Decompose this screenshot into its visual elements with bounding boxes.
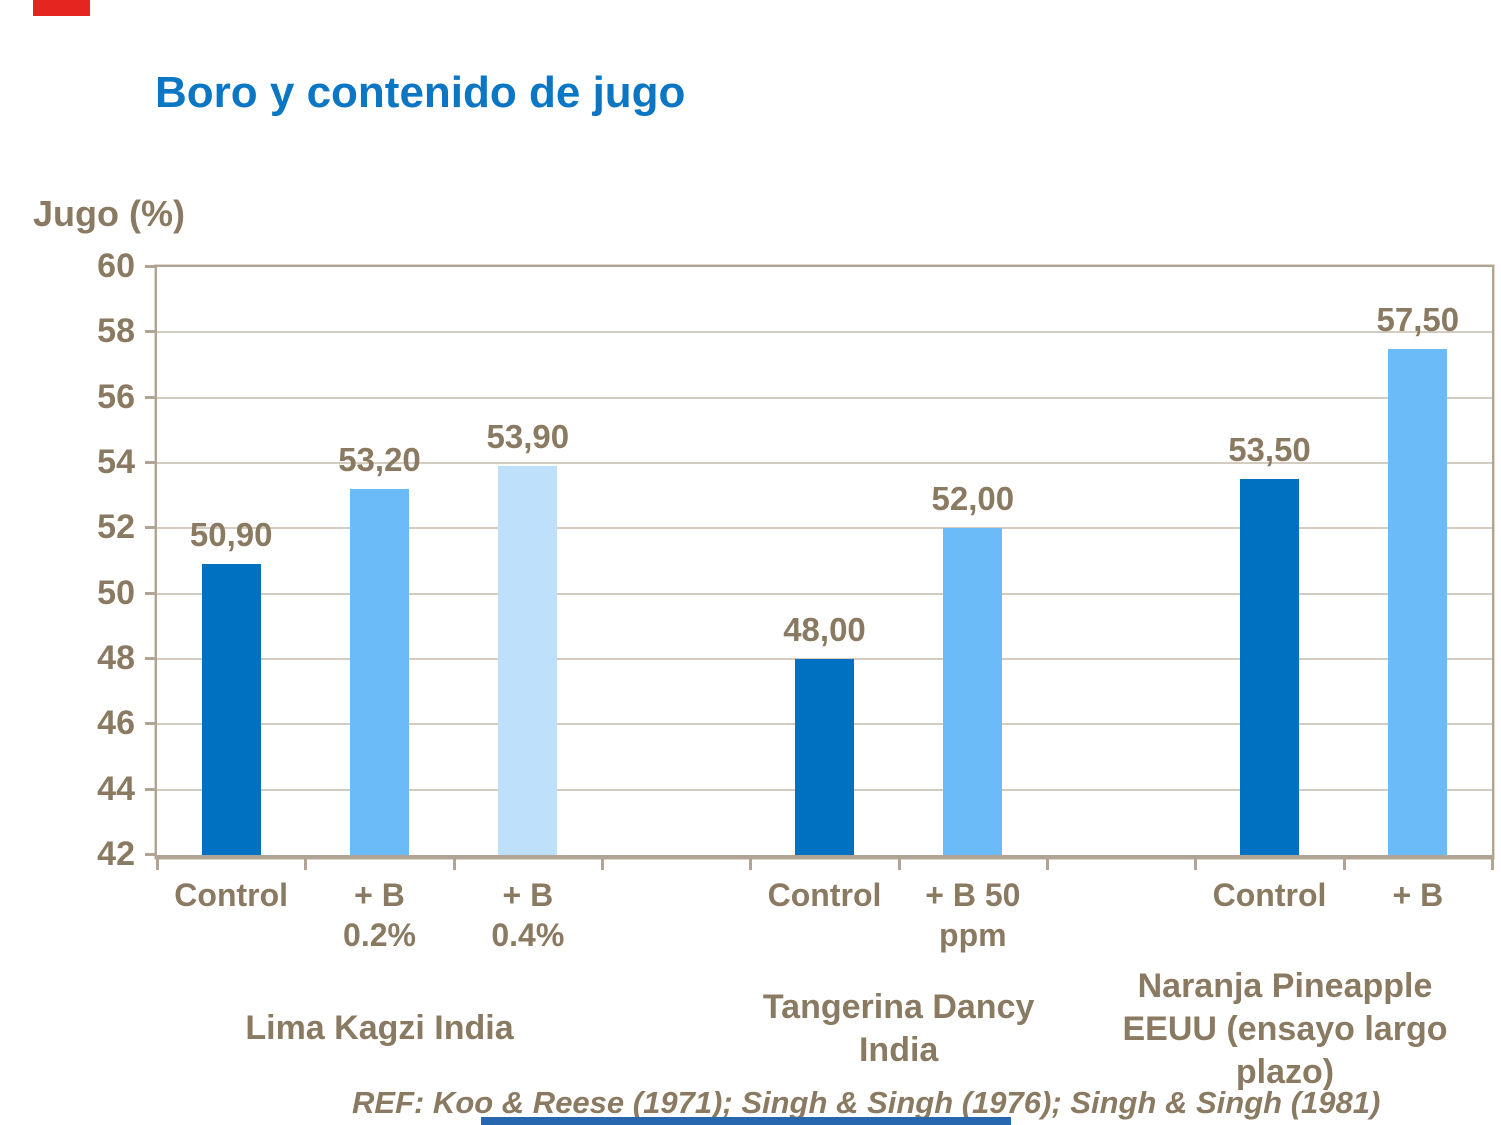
top-left-accent-bar [33,0,90,16]
gridline [157,396,1492,399]
x-axis-tick-mark [1046,857,1049,870]
y-axis-title: Jugo (%) [33,193,185,234]
y-axis-tick-mark [145,853,155,856]
bar [1240,479,1299,855]
x-axis-tick-mark [1194,857,1198,870]
bar-value-label: 53,20 [338,441,421,479]
bar [943,528,1003,855]
bar [350,489,409,855]
category-label: Control [1212,877,1327,913]
gridline [157,331,1492,334]
x-axis-tick-mark [1342,857,1346,870]
x-axis-tick-mark [601,857,604,870]
x-axis-tick-mark [749,857,753,870]
y-tick-label: 42 [97,835,135,873]
bar [498,466,558,855]
group-label: Naranja Pineapple EEUU (ensayo largo pla… [1122,967,1448,1091]
y-tick-label: 56 [97,377,135,416]
x-axis-tick-mark [452,857,456,870]
y-tick-label: 44 [97,769,135,808]
x-axis-tick-mark [1491,857,1494,870]
y-tick-label: 46 [97,704,135,743]
y-axis-tick-mark [145,265,155,268]
y-axis-tick-mark [145,787,155,791]
gridline [157,462,1492,464]
x-axis-tick-mark [897,857,901,870]
reference-text: REF: Koo & Reese (1971); Singh & Singh (… [352,1085,1381,1120]
category-label: + B [1392,877,1444,913]
gridline [157,527,1492,530]
y-axis-tick-mark [145,526,155,530]
category-label: Control [174,877,289,913]
bar-value-label: 50,90 [189,516,273,554]
x-axis-tick-mark [304,857,308,870]
group-label: Lima Kagzi India [245,1009,514,1047]
bar-value-label: 48,00 [783,611,866,648]
y-axis-tick-mark [145,330,155,334]
y-tick-label: 58 [97,312,135,351]
y-axis-tick-mark [145,395,155,399]
category-label: + B 50 ppm [925,877,1021,953]
bar [795,659,854,855]
category-label: + B 0.2% [343,877,416,953]
category-label: + B 0.4% [491,877,565,953]
y-tick-label: 60 [97,247,135,285]
category-label: Control [767,877,882,913]
y-tick-label: 48 [97,639,135,677]
gridline [157,592,1492,595]
bar-value-label: 52,00 [931,480,1015,518]
y-tick-label: 50 [97,573,135,612]
bar [1388,348,1448,855]
group-label: Tangerina Dancy India [762,988,1035,1069]
y-tick-label: 54 [97,443,135,481]
y-tick-label: 52 [97,508,135,547]
bottom-accent-bar [481,1117,1011,1125]
slide-title: Boro y contenido de jugo [155,68,686,117]
y-axis-tick-mark [145,657,155,660]
y-axis-tick-mark [145,591,155,595]
bar-value-label: 53,50 [1228,431,1311,469]
bar [201,564,261,855]
y-axis-tick-mark [145,722,155,726]
x-axis-tick-mark [156,857,159,870]
y-axis-tick-mark [145,461,155,464]
bar-value-label: 53,90 [486,418,570,456]
bar-value-label: 57,50 [1376,300,1460,338]
